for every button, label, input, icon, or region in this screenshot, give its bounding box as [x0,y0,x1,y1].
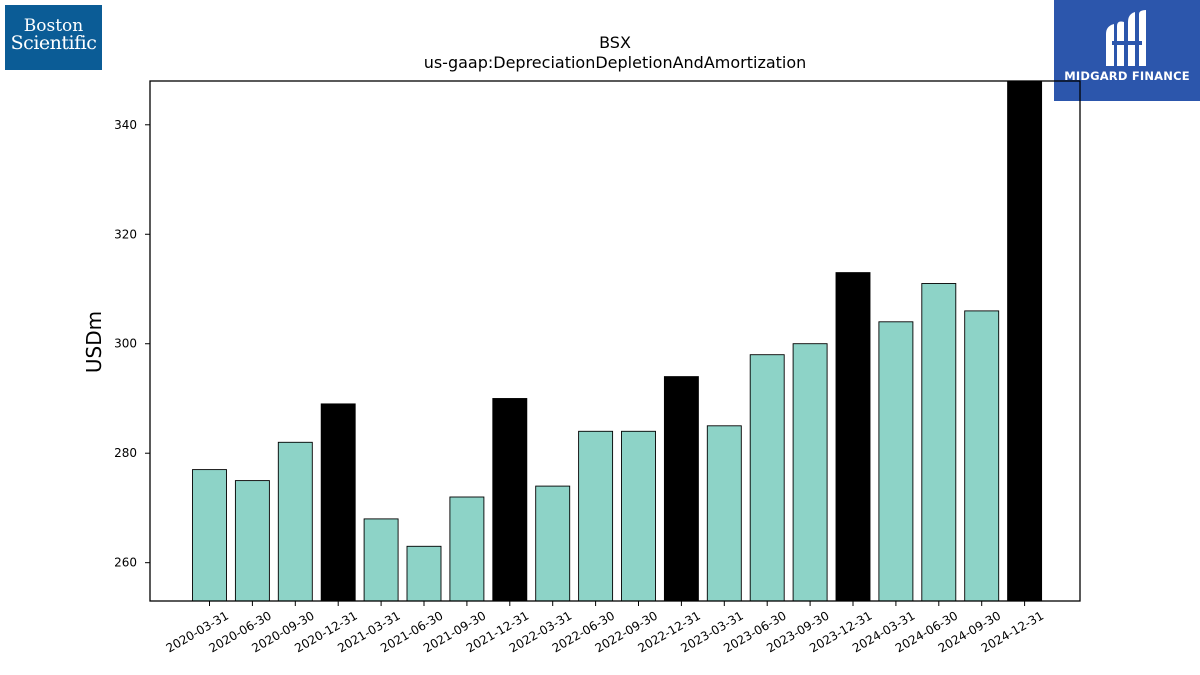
y-tick-label: 280 [114,446,137,460]
bar-2021-03-31 [363,518,399,602]
logo-line-2: Scientific [10,32,97,54]
y-tick-label: 300 [114,337,137,351]
bar-2021-06-30 [406,545,442,602]
bar-2024-12-31 [1007,80,1043,602]
plot-frame [149,80,1081,602]
x-ticks-group: 2020-03-312020-06-302020-09-302020-12-31… [164,601,1046,655]
chart-subtitle: us-gaap:DepreciationDepletionAndAmortiza… [424,53,807,72]
bar-2022-03-31 [535,485,571,602]
midgard-finance-logo: MIDGARD FINANCE [1054,0,1200,101]
y-tick-label: 340 [114,118,137,132]
bars-group [192,80,1043,602]
bar-2023-06-30 [749,354,785,602]
bar-2022-09-30 [621,430,656,602]
chart-title: BSX [599,33,631,52]
y-tick-label: 320 [114,227,137,241]
y-ticks-group: 260 280 300 320 340 [114,118,150,570]
bar-2023-09-30 [792,343,828,602]
bar-2024-03-31 [878,321,914,602]
publisher-name: MIDGARD FINANCE [1064,69,1190,83]
logo-line-1: Boston [23,16,84,36]
bar-2024-06-30 [921,283,957,602]
bar-2022-12-31 [663,376,699,602]
bar-2022-06-30 [578,430,614,602]
boston-scientific-logo: Boston Scientific [5,5,102,70]
y-axis-label: USDm [82,311,106,373]
y-tick-label: 260 [114,556,137,570]
bar-2020-12-31 [320,403,356,602]
midgard-mark-icon [1106,10,1146,66]
bar-2023-12-31 [835,272,871,602]
bar-2020-03-31 [192,469,227,602]
bar-2021-12-31 [492,398,528,602]
bar-2021-09-30 [449,496,485,602]
bar-2020-09-30 [277,441,313,602]
bar-2024-09-30 [964,310,1000,602]
bar-2023-03-31 [706,425,742,602]
bar-2020-06-30 [234,480,270,602]
